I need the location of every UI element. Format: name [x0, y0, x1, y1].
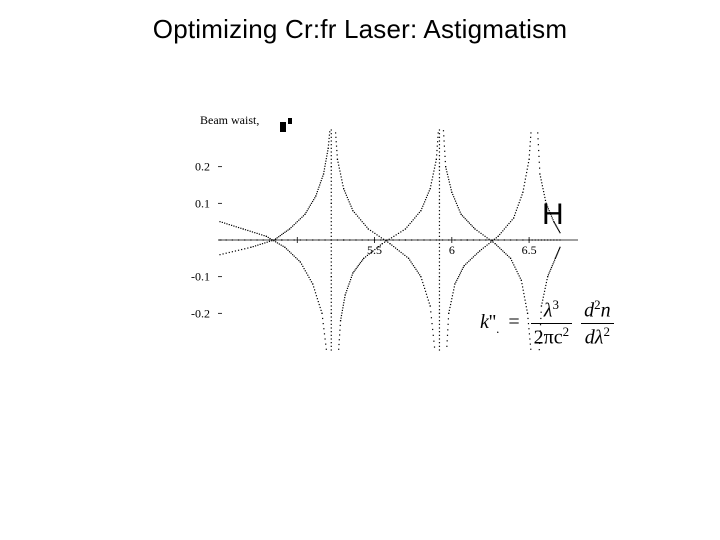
svg-text:-0.1: -0.1 [191, 270, 210, 284]
formula-c-exp: 2 [563, 324, 570, 339]
formula-d2-top-d: d [584, 300, 594, 322]
formula-lambda-exp: 3 [552, 297, 559, 312]
formula-d2-bot-d: d [585, 326, 595, 348]
formula-d2-bot-exp: 2 [603, 324, 610, 339]
svg-text:0.1: 0.1 [195, 196, 210, 210]
formula-d2-top-n: n [601, 300, 611, 322]
formula-sub: . [496, 321, 499, 336]
formula-eq: = [508, 311, 519, 333]
gvd-formula: k''. = λ3 2πc2 d2n dλ2 [480, 298, 616, 348]
svg-text:-0.2: -0.2 [191, 306, 210, 320]
formula-2pic: 2πc [534, 326, 563, 348]
formula-frac2: d2n dλ2 [581, 298, 614, 348]
svg-text:6: 6 [449, 243, 455, 257]
svg-text:Beam waist,: Beam waist, [200, 113, 259, 127]
slide-title: Optimizing Cr:fr Laser: Astigmatism [0, 14, 720, 45]
svg-text:0.2: 0.2 [195, 160, 210, 174]
svg-text:6.5: 6.5 [522, 243, 537, 257]
formula-k: k [480, 311, 489, 333]
decor-h: H [542, 198, 564, 232]
formula-frac1: λ3 2πc2 [531, 298, 572, 348]
